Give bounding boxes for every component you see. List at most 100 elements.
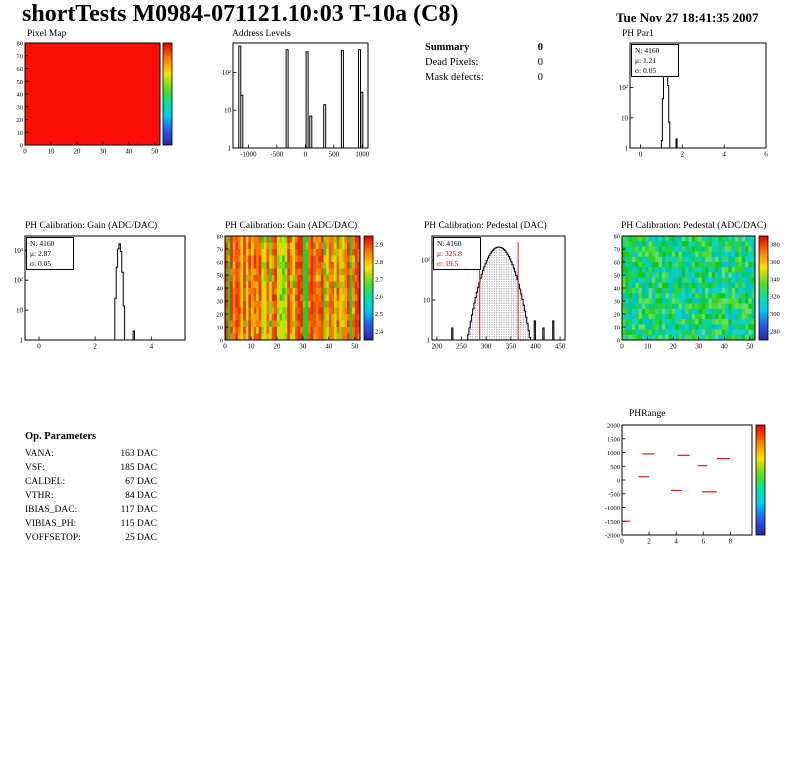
svg-text:70: 70 bbox=[217, 247, 224, 254]
svg-text:2.6: 2.6 bbox=[375, 294, 384, 301]
op-param-value: 25 DAC bbox=[125, 533, 157, 543]
svg-text:400: 400 bbox=[530, 343, 541, 351]
svg-text:1: 1 bbox=[427, 337, 431, 345]
svg-text:1: 1 bbox=[625, 145, 629, 153]
svg-text:80: 80 bbox=[217, 234, 224, 241]
page-title: shortTests M0984-071121.10:03 T-10a (C8) bbox=[22, 1, 459, 27]
svg-text:4: 4 bbox=[722, 151, 726, 159]
op-param-row: VTHR: 84 DAC bbox=[25, 489, 157, 503]
stats-sigma: σ: 19.5 bbox=[437, 258, 459, 268]
svg-text:6: 6 bbox=[702, 538, 706, 546]
svg-text:6: 6 bbox=[764, 151, 768, 159]
svg-text:1000: 1000 bbox=[355, 151, 370, 159]
op-param-value: 117 DAC bbox=[120, 505, 157, 515]
svg-text:80: 80 bbox=[17, 41, 24, 48]
op-param-label: VANA: bbox=[25, 449, 54, 459]
svg-text:70: 70 bbox=[17, 53, 24, 60]
op-param-label: VSF: bbox=[25, 463, 46, 473]
svg-text:40: 40 bbox=[721, 343, 729, 351]
svg-text:30: 30 bbox=[217, 299, 224, 306]
svg-text:40: 40 bbox=[614, 286, 621, 293]
svg-text:0: 0 bbox=[23, 148, 27, 156]
svg-text:1: 1 bbox=[228, 145, 232, 153]
svg-text:10²: 10² bbox=[421, 257, 430, 265]
svg-text:10: 10 bbox=[644, 343, 652, 351]
svg-text:40: 40 bbox=[125, 148, 133, 156]
svg-text:200: 200 bbox=[432, 343, 443, 351]
gain-map-chart: 0 10 20 30 40 50 0 10 20 30 40 50 60 70 80 2.9 2.8 2.7 2.6… bbox=[217, 234, 384, 351]
pixel-map-chart: 0 10 20 30 40 50 0 10 20 30 40 50 60 70 80 bbox=[17, 41, 173, 156]
svg-text:0: 0 bbox=[617, 338, 620, 345]
svg-text:4: 4 bbox=[674, 538, 678, 546]
svg-text:-1000: -1000 bbox=[240, 151, 257, 159]
stats-entries: N: 4160 bbox=[437, 239, 462, 248]
pedestal-hist-chart: 200 250 300 350 400 450 1 10 10² bbox=[421, 235, 566, 351]
svg-text:10: 10 bbox=[423, 297, 431, 305]
gain-hist-chart-title: PH Calibration: Gain (ADC/DAC) bbox=[25, 221, 158, 231]
svg-text:50: 50 bbox=[351, 343, 359, 351]
gain-map-chart-title: PH Calibration: Gain (ADC/DAC) bbox=[225, 221, 358, 231]
timestamp: Tue Nov 27 18:41:35 2007 bbox=[616, 10, 759, 25]
svg-text:0: 0 bbox=[639, 151, 643, 159]
svg-text:500: 500 bbox=[329, 151, 340, 159]
svg-text:4: 4 bbox=[150, 343, 154, 351]
stats-entries: N: 4160 bbox=[635, 46, 660, 55]
svg-text:50: 50 bbox=[17, 79, 24, 86]
gain-hist-chart: 0 2 4 1 10 10² 10³ bbox=[14, 235, 186, 351]
svg-text:0: 0 bbox=[37, 343, 41, 351]
op-param-row: VOFFSETOP: 25 DAC bbox=[25, 531, 157, 545]
svg-text:30: 30 bbox=[695, 343, 703, 351]
svg-text:340: 340 bbox=[770, 276, 780, 283]
svg-text:60: 60 bbox=[217, 260, 224, 267]
svg-text:2.5: 2.5 bbox=[375, 311, 383, 318]
summary-total: 0 bbox=[537, 42, 543, 53]
op-param-label: VIBIAS_PH: bbox=[25, 519, 77, 529]
op-param-label: IBIAS_DAC: bbox=[25, 505, 78, 515]
pedestal-map-chart: 0 10 20 30 40 50 0 10 20 30 40 50 60 70 80 380 360 340 320… bbox=[614, 234, 780, 351]
op-param-row: VANA: 163 DAC bbox=[25, 447, 157, 461]
svg-text:-1500: -1500 bbox=[605, 519, 620, 526]
svg-text:2.4: 2.4 bbox=[375, 328, 384, 335]
summary-row-value: 0 bbox=[537, 57, 543, 68]
op-parameters-title: Op. Parameters bbox=[25, 431, 97, 442]
svg-text:50: 50 bbox=[217, 273, 224, 280]
svg-text:8: 8 bbox=[729, 538, 733, 546]
stats-sigma: σ: 0.05 bbox=[635, 65, 657, 75]
op-param-value: 84 DAC bbox=[125, 491, 157, 501]
address-levels-chart-title: Address Levels bbox=[232, 29, 291, 39]
svg-text:10²: 10² bbox=[222, 69, 231, 77]
svg-text:50: 50 bbox=[614, 273, 621, 280]
svg-text:30: 30 bbox=[17, 104, 24, 111]
svg-text:450: 450 bbox=[555, 343, 566, 351]
svg-text:10: 10 bbox=[621, 114, 629, 122]
svg-text:2.8: 2.8 bbox=[375, 259, 383, 266]
svg-text:500: 500 bbox=[610, 464, 620, 471]
pixel-map-chart-title: Pixel Map bbox=[27, 29, 67, 39]
svg-text:0: 0 bbox=[617, 478, 620, 485]
svg-text:10: 10 bbox=[16, 307, 24, 315]
op-param-value: 185 DAC bbox=[120, 463, 157, 473]
svg-text:30: 30 bbox=[99, 148, 107, 156]
svg-text:80: 80 bbox=[614, 234, 621, 241]
svg-text:40: 40 bbox=[217, 286, 224, 293]
svg-text:2: 2 bbox=[93, 343, 97, 351]
svg-text:360: 360 bbox=[770, 259, 780, 266]
svg-text:10: 10 bbox=[17, 130, 24, 137]
svg-text:1500: 1500 bbox=[607, 436, 620, 443]
pedestal-hist-chart-title: PH Calibration: Pedestal (DAC) bbox=[424, 221, 547, 231]
svg-text:10: 10 bbox=[614, 325, 621, 332]
summary-row-label: Dead Pixels: bbox=[425, 57, 479, 68]
svg-text:2000: 2000 bbox=[607, 423, 620, 430]
svg-text:20: 20 bbox=[614, 312, 621, 319]
stats-sigma: σ: 0.05 bbox=[30, 258, 52, 268]
svg-text:60: 60 bbox=[614, 260, 621, 267]
svg-text:40: 40 bbox=[17, 92, 24, 99]
svg-text:-1000: -1000 bbox=[605, 505, 620, 512]
op-param-row: VIBIAS_PH: 115 DAC bbox=[25, 517, 157, 531]
svg-text:2: 2 bbox=[647, 538, 651, 546]
svg-text:1000: 1000 bbox=[607, 450, 620, 457]
svg-text:280: 280 bbox=[770, 328, 780, 335]
svg-text:380: 380 bbox=[770, 242, 780, 249]
svg-text:70: 70 bbox=[614, 247, 621, 254]
svg-text:20: 20 bbox=[217, 312, 224, 319]
